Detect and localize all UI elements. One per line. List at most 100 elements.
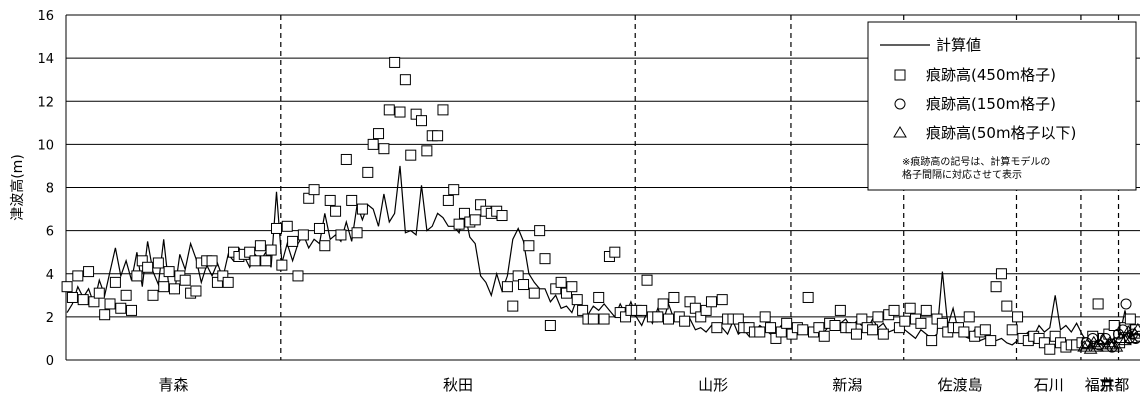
data-point-square (453, 218, 465, 230)
data-point-square (373, 128, 385, 140)
data-point-square (383, 104, 395, 116)
data-point-square (657, 298, 669, 310)
data-point-square (61, 281, 73, 293)
data-point-square (663, 313, 675, 325)
data-point-square (324, 194, 336, 206)
data-point-triangle (1096, 333, 1111, 346)
y-axis-ticks: 0 2 4 6 8 10 12 14 16 (37, 9, 54, 369)
data-point-square (115, 302, 127, 314)
data-point-square (566, 281, 578, 293)
data-point-square (281, 220, 293, 232)
y-tick-label: 10 (37, 138, 54, 153)
region-label: 福井 (1085, 376, 1115, 394)
region-label: 石川 (1034, 376, 1064, 394)
data-point-square (297, 229, 309, 241)
legend-circle-symbol (894, 98, 906, 110)
data-point-square (249, 255, 261, 267)
y-tick-label: 12 (37, 95, 54, 110)
data-point-square (206, 255, 218, 267)
data-point-square (330, 205, 342, 217)
data-point-square (469, 214, 481, 226)
data-point-square (351, 227, 363, 239)
data-point-square (168, 283, 180, 295)
data-point-square (555, 276, 567, 288)
data-point-square (1124, 313, 1136, 325)
data-point-square (1092, 298, 1104, 310)
region-label: 佐渡島 (938, 376, 983, 394)
data-point-square (926, 335, 938, 347)
data-point-square (609, 246, 621, 258)
data-point-square (920, 304, 932, 316)
data-point-square (518, 279, 530, 291)
data-point-square (679, 315, 691, 327)
data-point-circle (1087, 332, 1099, 344)
data-point-triangle (1099, 340, 1114, 352)
legend-note: 格子間隔に対応させて表示 (902, 168, 1022, 181)
legend-label: 痕跡高(150m格子) (926, 95, 1056, 113)
data-point-square (501, 281, 513, 293)
data-point-square (308, 184, 320, 196)
legend-triangle-symbol (893, 126, 907, 138)
data-point-square (544, 320, 556, 331)
data-point-square (222, 276, 234, 288)
legend-label: 痕跡高(50m格子以下) (926, 124, 1076, 142)
legend-square-symbol (894, 69, 906, 81)
y-tick-label: 6 (46, 225, 54, 240)
data-point-square (985, 335, 997, 347)
data-point-square (877, 328, 889, 340)
data-point-triangle (1121, 324, 1136, 337)
data-point-square (759, 311, 771, 323)
data-point-square (781, 317, 793, 329)
region-label: 京都 (1099, 376, 1129, 394)
data-point-square (716, 294, 728, 306)
y-axis-label: 津波高(m) (9, 154, 26, 221)
data-point-square (415, 115, 427, 127)
data-point-square (287, 235, 299, 247)
data-point-square (437, 104, 449, 116)
data-point-triangle (1090, 340, 1104, 352)
data-point-square (448, 184, 460, 196)
data-point-square (1001, 300, 1013, 312)
data-point-square (802, 291, 814, 303)
data-point-square (190, 285, 202, 297)
data-point-square (995, 268, 1007, 280)
series-square-points (61, 56, 1140, 355)
data-point-square (958, 326, 970, 338)
data-point-square (109, 276, 121, 288)
data-point-triangle (1109, 340, 1124, 352)
data-point-square (367, 138, 379, 150)
region-label: 青森 (158, 376, 188, 394)
data-point-square (711, 322, 723, 334)
legend-label: 痕跡高(450m格子) (926, 66, 1056, 84)
data-point-square (131, 270, 143, 282)
data-point-square (765, 322, 777, 334)
data-point-square (1108, 320, 1120, 331)
data-point-square (829, 320, 841, 331)
data-point-square (72, 270, 84, 282)
data-point-square (432, 130, 444, 142)
legend-box (867, 21, 1137, 191)
data-point-square (313, 222, 325, 234)
data-point-square (346, 194, 358, 206)
data-point-square (93, 287, 105, 299)
region-label: 山形 (698, 376, 728, 394)
data-point-square (147, 289, 159, 301)
data-point-triangle (1124, 331, 1139, 343)
data-point-square (899, 315, 911, 327)
legend-note: ※痕跡高の記号は、計算モデルの (902, 155, 1050, 168)
data-point-square (523, 240, 535, 252)
legend-label: 計算値 (936, 36, 981, 54)
data-point-square (818, 330, 830, 342)
data-point-square (571, 294, 583, 306)
data-point-square (254, 240, 266, 252)
data-point-triangle (1077, 340, 1092, 352)
data-point-square (104, 298, 116, 310)
data-point-triangle (1127, 327, 1140, 339)
data-point-square (1006, 324, 1018, 336)
series-triangle-points (1077, 322, 1140, 354)
data-point-square (872, 311, 884, 323)
data-point-square (507, 300, 519, 312)
